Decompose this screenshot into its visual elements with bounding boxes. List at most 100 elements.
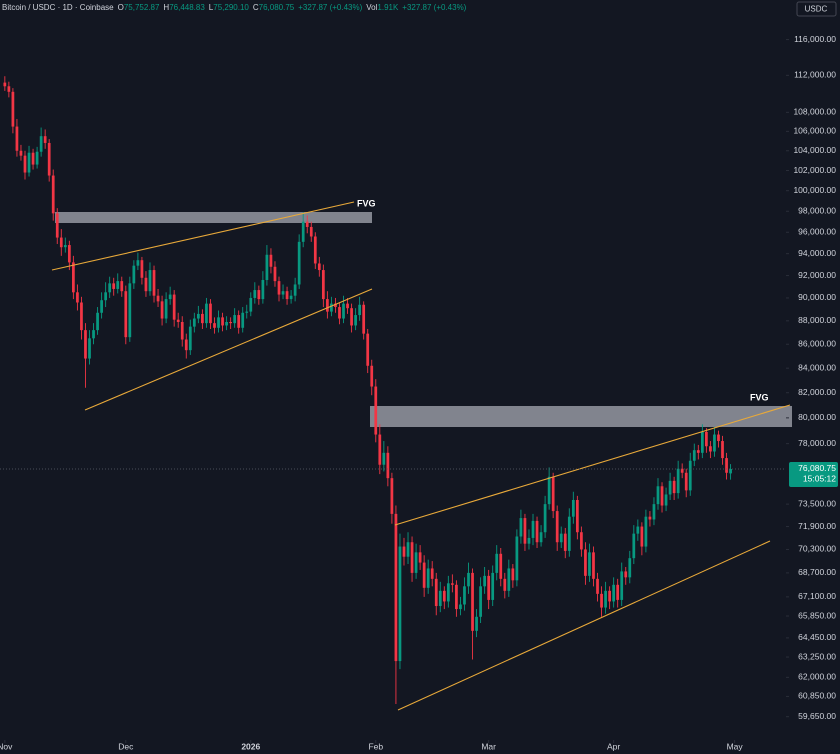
y-tick-label: 98,000.00 <box>798 206 836 216</box>
candle-body <box>648 516 652 520</box>
currency-button[interactable] <box>796 1 837 17</box>
y-tick-label: 63,250.00 <box>798 651 836 661</box>
candle-body <box>709 446 712 452</box>
change: +327.87 (+0.43%) <box>298 3 362 12</box>
trendline <box>84 288 373 411</box>
candle-body <box>184 339 188 351</box>
candle-body <box>273 266 277 282</box>
candle-body <box>160 301 164 319</box>
candle-body <box>547 476 551 505</box>
y-tick-label: 71,900.00 <box>798 521 836 531</box>
candle-body <box>467 572 470 587</box>
quote-value: 75,752.87 <box>124 3 160 12</box>
volume: 1.91K <box>377 3 399 12</box>
candle-body <box>172 294 176 320</box>
candle-body <box>108 283 112 293</box>
candle-body <box>382 452 386 465</box>
candle-body <box>338 307 341 319</box>
candle-body <box>636 526 640 534</box>
candle-body <box>269 254 273 267</box>
currency[interactable]: USDC <box>805 5 828 14</box>
candle-body <box>176 319 180 322</box>
candle-body <box>124 291 128 338</box>
candle-body <box>51 175 55 214</box>
candle-body <box>253 290 257 298</box>
y-tick-label: 108,000.00 <box>793 107 836 117</box>
candle-body <box>104 292 108 301</box>
candle-body <box>580 532 583 550</box>
candle-body <box>281 291 285 295</box>
candle-body <box>128 283 132 338</box>
candle-body <box>499 553 503 579</box>
quote-value: 76,080.75 <box>259 3 295 12</box>
y-tick-label: 62,000.00 <box>798 672 836 682</box>
candle-body <box>563 533 567 551</box>
candle-body <box>293 284 297 296</box>
candle-body <box>152 270 156 296</box>
candle-body <box>27 152 31 173</box>
y-tick-label: 68,700.00 <box>798 567 836 577</box>
candle-body <box>479 586 482 617</box>
trendlines <box>51 201 791 711</box>
candle-body <box>398 546 402 662</box>
last-price-label: 76,080.75 <box>798 463 836 473</box>
candle-body <box>180 321 184 340</box>
y-tick-label: 100,000.00 <box>793 185 836 195</box>
trendline <box>51 201 355 271</box>
fvg-label: FVG <box>357 198 376 208</box>
candle-body <box>148 270 152 292</box>
candle-body <box>442 590 446 602</box>
candle-body <box>551 476 555 512</box>
candle-body <box>297 241 301 285</box>
candle-body <box>596 578 599 594</box>
candle-body <box>88 338 91 359</box>
quote-key: O <box>118 3 124 12</box>
candle-body <box>721 441 724 459</box>
candle-body <box>237 315 241 328</box>
x-tick-label: Mar <box>481 741 496 751</box>
candle-body <box>15 126 19 151</box>
candle-body <box>713 434 716 452</box>
candle-body <box>188 326 192 351</box>
candle-body <box>144 277 148 292</box>
candle-body <box>100 300 103 313</box>
y-tick-label: 82,000.00 <box>798 387 836 397</box>
candle-body <box>301 221 305 242</box>
candle-body <box>80 302 83 331</box>
candle-body <box>132 265 136 284</box>
candle-body <box>342 303 345 319</box>
candle-body <box>531 520 535 538</box>
candle-body <box>23 155 27 173</box>
y-tick-label: 112,000.00 <box>794 70 836 80</box>
y-tick-label: 96,000.00 <box>798 226 836 236</box>
candle-body <box>192 318 196 327</box>
candle-body <box>434 578 438 607</box>
candle-body <box>406 542 410 557</box>
y-tick-label: 70,300.00 <box>798 544 836 554</box>
candle-body <box>418 552 422 563</box>
candle-body <box>136 260 140 266</box>
candle-body <box>463 586 466 605</box>
y-tick-label: 80,000.00 <box>798 412 836 422</box>
candle-body <box>277 281 281 295</box>
y-tick-label: 94,000.00 <box>798 248 836 258</box>
candle-body <box>7 86 11 92</box>
candle-body <box>491 572 495 600</box>
candle-body <box>59 237 63 248</box>
candle-body <box>664 494 668 506</box>
candle-body <box>475 616 478 631</box>
y-tick-label: 60,850.00 <box>798 691 836 701</box>
candle-body <box>535 520 539 543</box>
y-tick-label: 84,000.00 <box>798 362 836 372</box>
candle-body <box>676 468 680 494</box>
candle-body <box>640 526 644 547</box>
candle-body <box>350 308 353 326</box>
x-tick-label: Feb <box>368 741 383 751</box>
candle-body <box>438 590 442 607</box>
candle-body <box>426 568 430 588</box>
candle-body <box>317 263 321 271</box>
candle-body <box>483 575 486 587</box>
x-tick-label: Dec <box>118 741 134 751</box>
